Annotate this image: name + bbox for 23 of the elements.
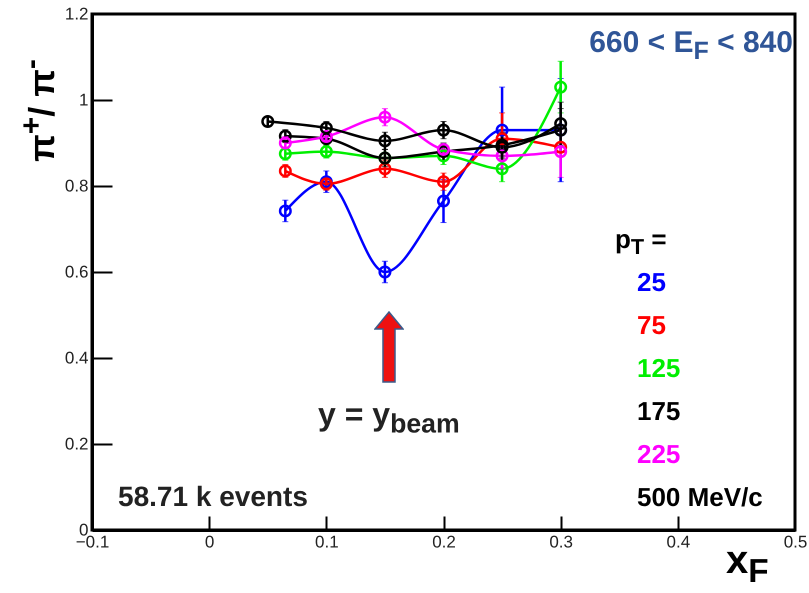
x-tick-label: 0.3 (549, 532, 573, 552)
y-tick-label: 1.2 (64, 4, 88, 24)
x-tick-label: 0.5 (784, 532, 808, 552)
annotation: 58.71 k events (118, 481, 308, 512)
y-tick-label: 0.8 (64, 176, 88, 196)
text: 125 (637, 353, 680, 383)
y-tick-label: 1 (79, 90, 88, 110)
text: 500 MeV/c (637, 482, 763, 512)
x-axis-title: x$_{F}$ (726, 538, 769, 590)
annotation: 660 < E$_{F}$ < 840 (589, 26, 793, 65)
x-tick-label: 0.4 (666, 532, 690, 552)
y-tick-label: 0.6 (64, 262, 88, 282)
x-tick-label: 0.2 (432, 532, 456, 552)
y-tick-label: 0.2 (64, 434, 88, 454)
y-tick-label: 0.4 (64, 348, 88, 368)
x-tick-label: 0 (204, 532, 214, 552)
x-tick-label: 0.1 (315, 532, 339, 552)
legend-title: p$_{T}$ = (615, 224, 667, 260)
text: 75 (637, 310, 666, 340)
text: 175 (637, 396, 680, 426)
text: 25 (637, 267, 666, 297)
text: 225 (637, 439, 680, 469)
annotation: y = y$_{beam}$ (318, 396, 460, 438)
